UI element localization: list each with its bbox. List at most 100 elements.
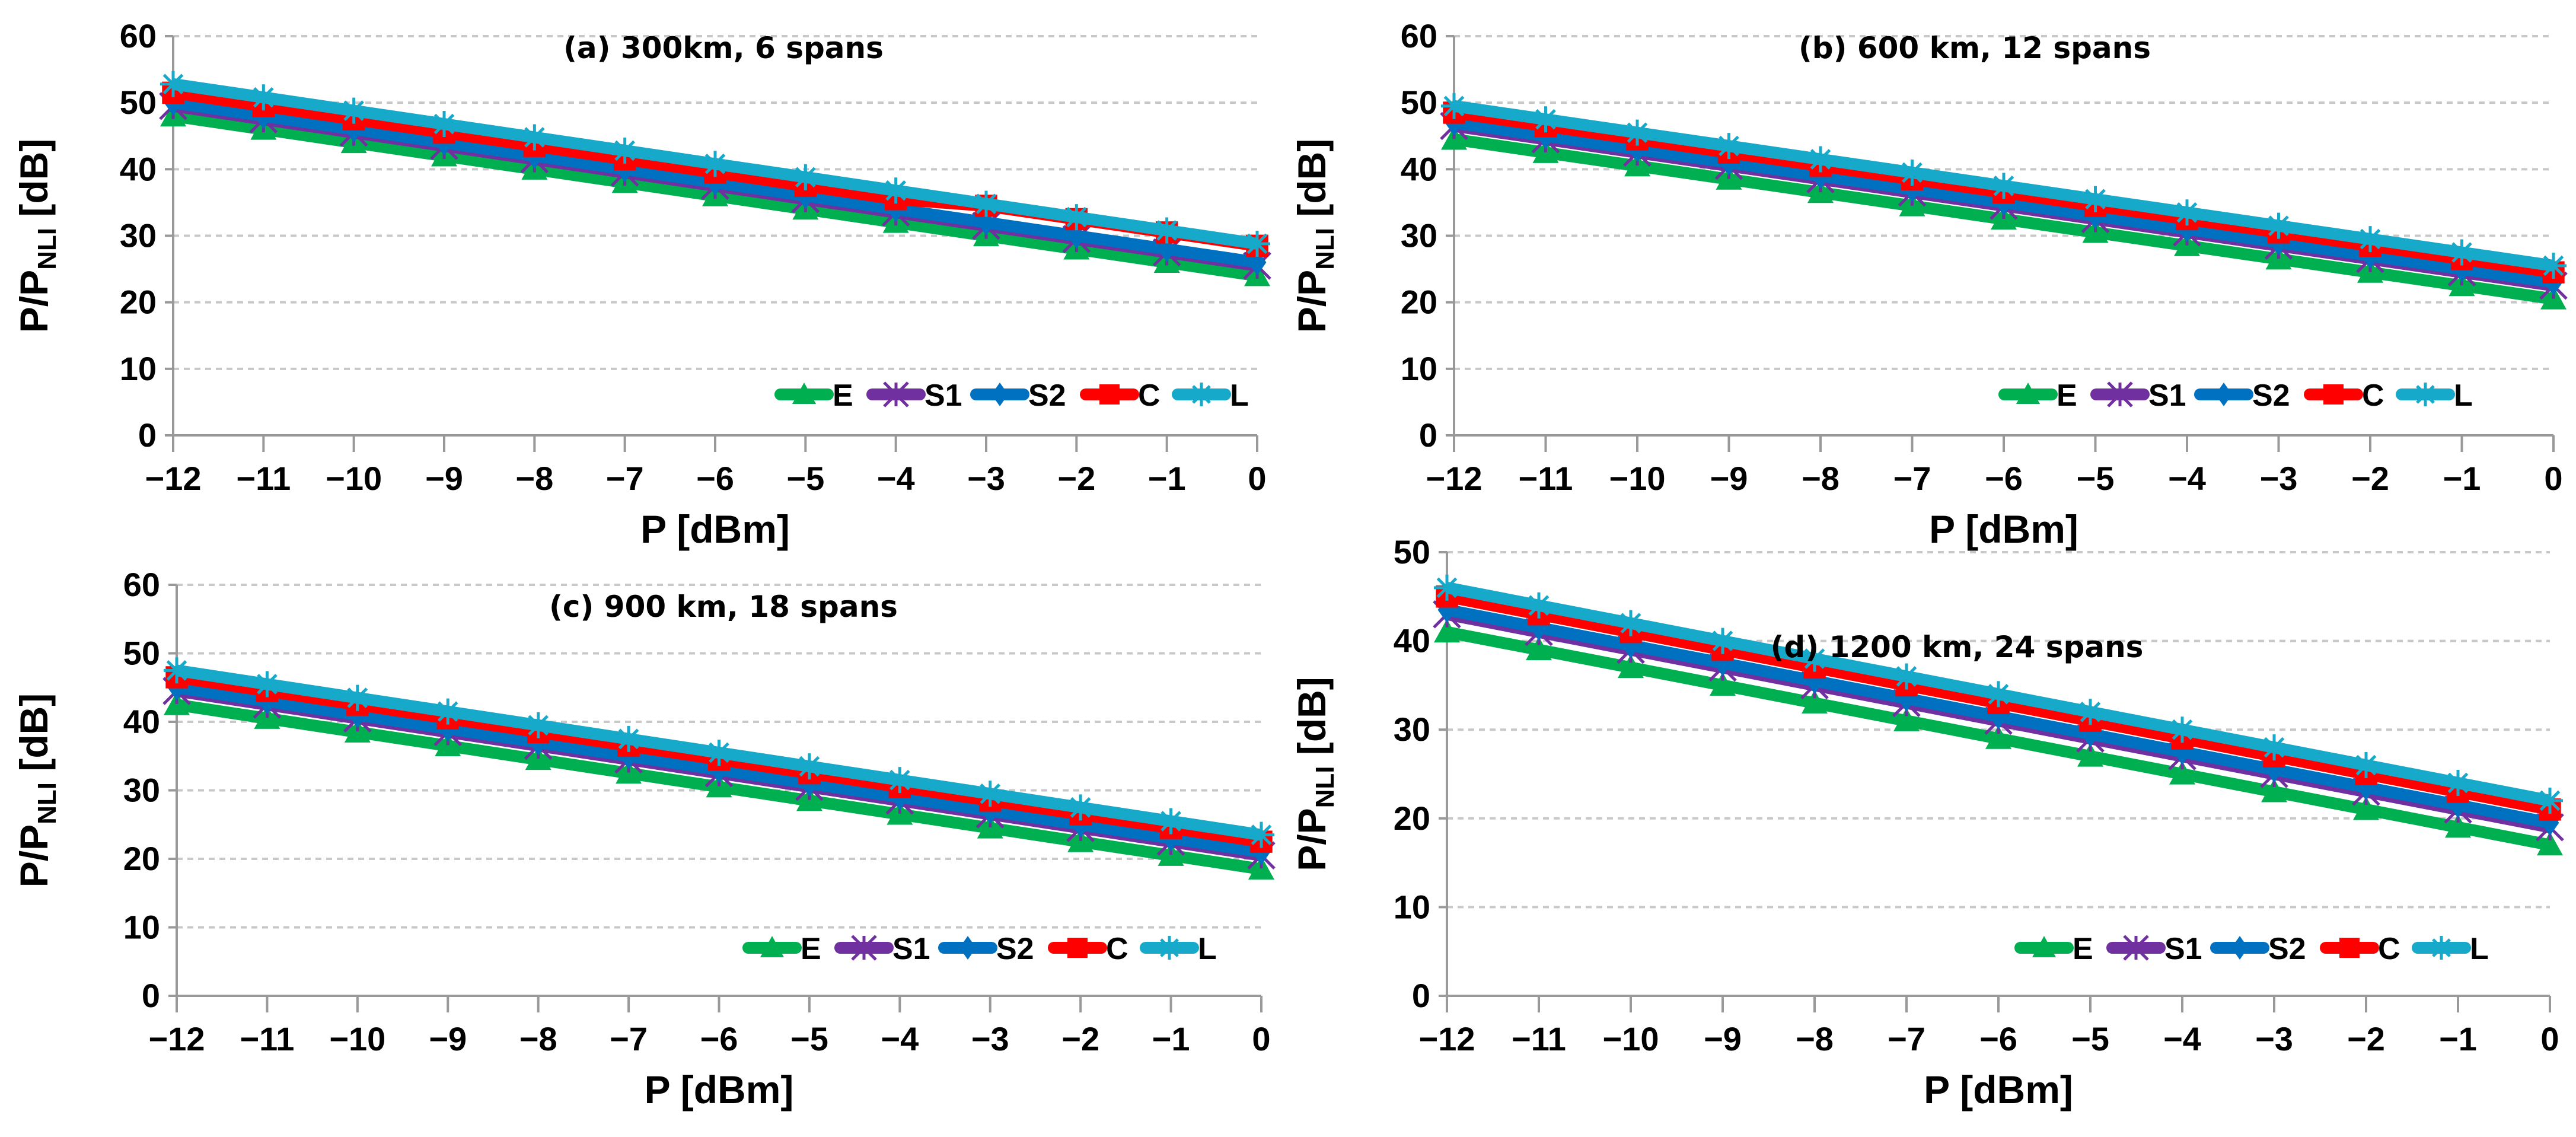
data-point-L bbox=[164, 657, 190, 684]
data-point-L bbox=[1441, 93, 1467, 119]
data-point-L bbox=[973, 190, 999, 217]
legend-marker-L bbox=[1190, 383, 1213, 406]
legend-label-L: L bbox=[2470, 932, 2489, 966]
y-tick-label: 10 bbox=[1401, 350, 1437, 387]
legend-marker-E bbox=[760, 936, 784, 957]
legend-label-C: C bbox=[1138, 378, 1161, 413]
data-point-L bbox=[1893, 663, 1920, 690]
x-tick-label: −1 bbox=[2439, 1020, 2477, 1058]
x-tick-label: −7 bbox=[1888, 1020, 1925, 1058]
x-tick-label: −12 bbox=[145, 460, 202, 497]
y-tick-label: 30 bbox=[123, 772, 160, 809]
legend-label-E: E bbox=[2057, 378, 2077, 413]
subplot-title: (a) 300km, 6 spans bbox=[563, 31, 884, 65]
legend-label-L: L bbox=[1230, 378, 1249, 413]
x-tick-label: 0 bbox=[2544, 460, 2562, 497]
data-point-L bbox=[431, 111, 457, 138]
data-point-L bbox=[250, 84, 277, 111]
legend-label-E: E bbox=[833, 378, 853, 413]
y-axis-label-unit: [dB] bbox=[1290, 139, 1334, 228]
data-point-L bbox=[792, 164, 819, 190]
legend-label-C: C bbox=[2362, 378, 2384, 413]
y-tick-label: 10 bbox=[123, 909, 160, 946]
y-tick-label: 30 bbox=[1394, 711, 1430, 748]
y-tick-label: 60 bbox=[1401, 17, 1437, 55]
data-point-L bbox=[254, 671, 280, 698]
y-tick-label: 50 bbox=[1394, 533, 1430, 571]
y-tick-label: 40 bbox=[120, 150, 157, 187]
series-L bbox=[1434, 574, 2563, 814]
data-point-L bbox=[1526, 592, 1552, 619]
data-point-S2 bbox=[2449, 792, 2467, 818]
data-point-L bbox=[616, 725, 642, 752]
subplot-title: (c) 900 km, 18 spans bbox=[549, 590, 898, 624]
y-tick-label: 60 bbox=[123, 566, 160, 603]
data-point-L bbox=[340, 97, 367, 124]
legend-label-L: L bbox=[1198, 932, 1217, 966]
data-point-E bbox=[1526, 636, 1552, 661]
x-tick-label: −2 bbox=[2347, 1020, 2385, 1058]
x-tick-label: −9 bbox=[1704, 1020, 1742, 1058]
data-point-S2 bbox=[2540, 810, 2559, 836]
legend-marker-S1 bbox=[883, 381, 909, 407]
data-point-L bbox=[611, 137, 638, 164]
y-axis-label-unit: [dB] bbox=[12, 139, 56, 228]
legend-marker-S2 bbox=[991, 383, 1008, 406]
data-point-L bbox=[702, 151, 728, 177]
x-tick-label: −8 bbox=[1796, 1020, 1834, 1058]
legend-marker-S1 bbox=[851, 935, 877, 961]
y-tick-label: 0 bbox=[1419, 416, 1437, 454]
x-tick-label: −11 bbox=[1519, 460, 1573, 497]
y-tick-label: 20 bbox=[120, 284, 157, 321]
x-tick-label: −3 bbox=[967, 460, 1005, 497]
x-tick-label: −12 bbox=[1419, 1020, 1475, 1058]
legend-marker-C bbox=[1067, 938, 1088, 958]
x-tick-label: −1 bbox=[1148, 460, 1186, 497]
data-point-L bbox=[1807, 146, 1834, 173]
data-point-L bbox=[521, 124, 548, 151]
y-axis-label-main: P/P bbox=[12, 270, 56, 333]
y-tick-label: 10 bbox=[120, 350, 157, 387]
data-point-L bbox=[1063, 204, 1090, 231]
data-point-L bbox=[2174, 199, 2200, 226]
y-axis-label-subscript: NLI bbox=[1311, 766, 1340, 808]
y-tick-label: 60 bbox=[120, 17, 157, 55]
data-point-E bbox=[1434, 619, 1460, 643]
data-point-L bbox=[2082, 186, 2109, 212]
x-tick-label: −1 bbox=[2443, 460, 2481, 497]
legend-label-L: L bbox=[2454, 378, 2473, 413]
x-tick-label: 0 bbox=[1252, 1020, 1270, 1058]
legend-label-S1: S1 bbox=[924, 378, 962, 413]
legend-label-S1: S1 bbox=[892, 932, 930, 966]
y-tick-label: 0 bbox=[1412, 977, 1430, 1014]
data-point-E bbox=[1893, 708, 1920, 731]
x-tick-label: −7 bbox=[1893, 460, 1931, 497]
y-tick-label: 10 bbox=[1394, 888, 1430, 925]
data-point-L bbox=[344, 684, 371, 711]
y-tick-label: 50 bbox=[123, 635, 160, 672]
data-point-L bbox=[1624, 119, 1650, 146]
x-tick-label: −3 bbox=[971, 1020, 1009, 1058]
x-tick-label: −6 bbox=[1985, 460, 2023, 497]
y-tick-label: 20 bbox=[1394, 800, 1430, 837]
y-tick-label: 50 bbox=[120, 84, 157, 121]
x-axis-label: P [dBm] bbox=[640, 507, 790, 551]
y-tick-label: 0 bbox=[142, 977, 160, 1014]
legend-marker-E bbox=[2016, 383, 2040, 404]
y-axis-label-main: P/P bbox=[12, 824, 56, 887]
legend-marker-C bbox=[1099, 384, 1120, 405]
data-point-L bbox=[1710, 628, 1736, 654]
legend-marker-L bbox=[2414, 383, 2437, 406]
data-point-L bbox=[796, 753, 822, 780]
data-point-E bbox=[2169, 761, 2195, 785]
x-tick-label: −5 bbox=[2077, 460, 2115, 497]
x-tick-label: −9 bbox=[1710, 460, 1748, 497]
x-tick-label: −4 bbox=[2163, 1020, 2201, 1058]
x-tick-label: −8 bbox=[1802, 460, 1839, 497]
y-axis-label-subscript: NLI bbox=[33, 782, 62, 824]
data-point-L bbox=[1985, 681, 2011, 708]
legend-marker-C bbox=[2323, 384, 2344, 405]
data-point-L bbox=[1991, 173, 2017, 199]
